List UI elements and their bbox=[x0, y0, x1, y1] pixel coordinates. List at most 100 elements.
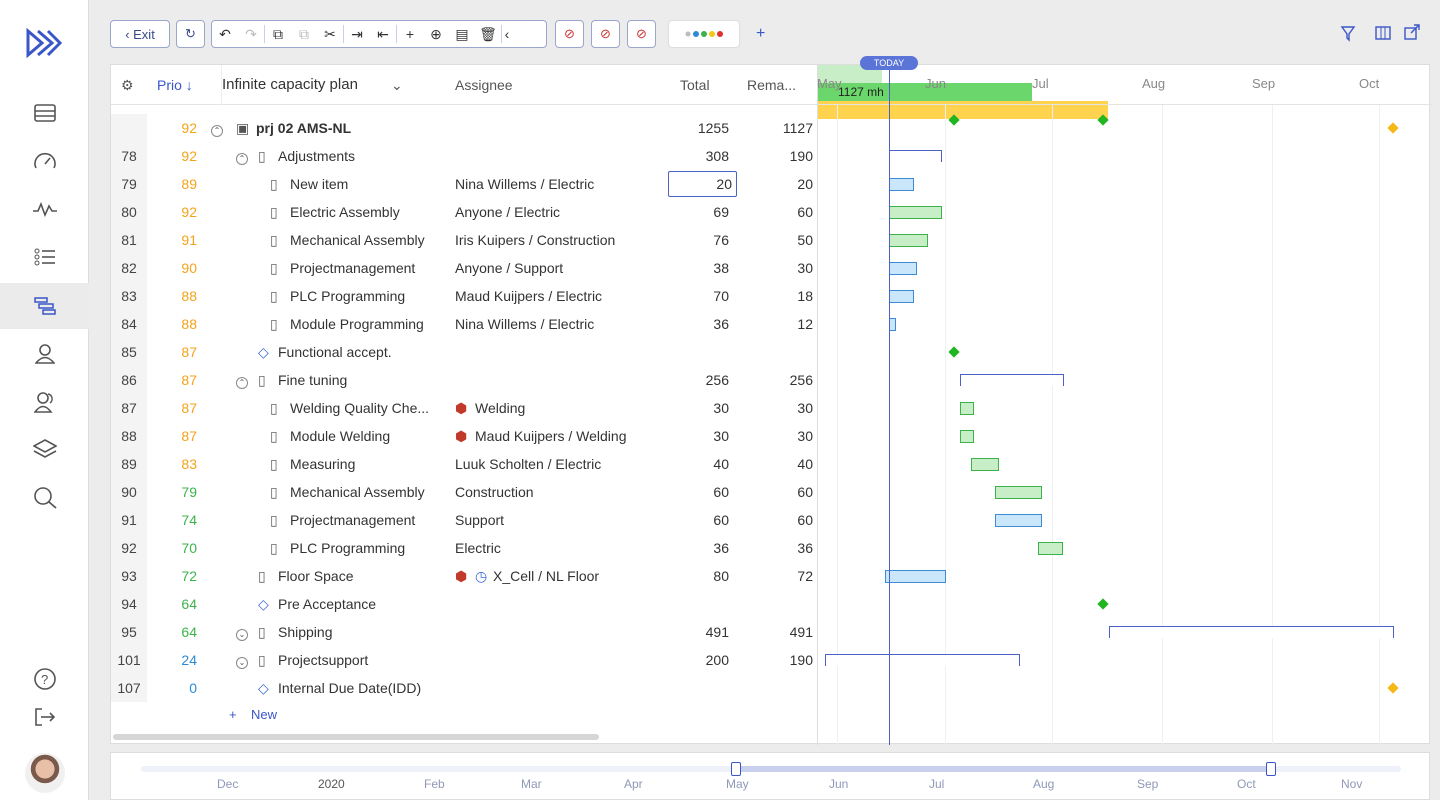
gantt-summary-bar[interactable] bbox=[889, 150, 942, 162]
gantt-due-date-diamond[interactable] bbox=[1387, 682, 1399, 694]
new-item-button[interactable]: + New bbox=[229, 707, 277, 722]
columns-icon[interactable] bbox=[1375, 25, 1391, 44]
row-name[interactable]: Functional accept. bbox=[278, 344, 392, 360]
plan-column-header[interactable]: Infinite capacity plan bbox=[221, 65, 358, 105]
table-row[interactable]: 80 92 ▯ Electric Assembly Anyone / Electric 6… bbox=[111, 198, 817, 226]
details-icon[interactable]: ▤ bbox=[455, 25, 469, 42]
row-assignee[interactable]: Construction bbox=[455, 484, 534, 500]
row-assignee[interactable]: Luuk Scholten / Electric bbox=[455, 456, 602, 472]
filter-icon[interactable] bbox=[1340, 24, 1356, 45]
row-name[interactable]: Internal Due Date(IDD) bbox=[278, 680, 422, 696]
table-row[interactable]: 79 89 ▯ New item Nina Willems / Electric 20 20 bbox=[111, 170, 817, 198]
add-filter-button[interactable]: + bbox=[756, 25, 766, 42]
row-name[interactable]: Projectmanagement bbox=[290, 260, 416, 276]
horizontal-scrollbar[interactable] bbox=[113, 734, 599, 740]
user-icon[interactable] bbox=[0, 331, 89, 377]
table-row[interactable]: 94 64 ◇ Pre Acceptance bbox=[111, 590, 817, 618]
paste-icon[interactable]: ⧉ bbox=[299, 25, 309, 42]
table-row[interactable]: 91 74 ▯ Projectmanagement Support 60 60 bbox=[111, 506, 817, 534]
outdent-icon[interactable]: ⇤ bbox=[377, 25, 389, 42]
add-icon[interactable]: + bbox=[405, 26, 415, 42]
color-filter-button[interactable] bbox=[668, 20, 740, 48]
toggle-critical-button[interactable]: ⊘ bbox=[627, 20, 656, 48]
gantt-task-bar[interactable] bbox=[889, 290, 914, 303]
row-name[interactable]: New item bbox=[290, 176, 349, 192]
row-name[interactable]: Projectmanagement bbox=[290, 512, 416, 528]
gantt-task-bar[interactable] bbox=[995, 514, 1042, 527]
row-assignee[interactable]: X_Cell / NL Floor bbox=[493, 568, 600, 584]
row-assignee[interactable]: Anyone / Support bbox=[455, 260, 564, 276]
gantt-summary-bar[interactable] bbox=[1109, 626, 1394, 638]
row-assignee[interactable]: Nina Willems / Electric bbox=[455, 316, 595, 332]
table-row[interactable]: 92 70 ▯ PLC Programming Electric 36 36 bbox=[111, 534, 817, 562]
total-input[interactable]: 20 bbox=[668, 171, 737, 197]
list-view-icon[interactable] bbox=[0, 90, 89, 136]
row-assignee[interactable]: Nina Willems / Electric bbox=[455, 176, 595, 192]
table-row[interactable]: 78 92 ⌃ ▯ Adjustments 308 190 bbox=[111, 142, 817, 170]
help-icon[interactable]: ? bbox=[0, 656, 89, 702]
task-list-icon[interactable] bbox=[0, 234, 89, 280]
delete-icon[interactable]: 🗑 bbox=[479, 25, 497, 42]
exit-button[interactable]: ‹ Exit bbox=[110, 20, 170, 48]
activity-icon[interactable] bbox=[0, 186, 89, 232]
gantt-planning-icon[interactable] bbox=[0, 283, 89, 329]
gantt-task-bar[interactable] bbox=[889, 318, 896, 331]
project-end-diamond[interactable] bbox=[1387, 122, 1399, 134]
project-remaining-bar[interactable] bbox=[818, 101, 1108, 119]
toggle-links-button[interactable]: ⊘ bbox=[591, 20, 620, 48]
logout-icon[interactable] bbox=[0, 694, 89, 740]
row-name[interactable]: Mechanical Assembly bbox=[290, 484, 425, 500]
row-name[interactable]: Welding Quality Che... bbox=[290, 400, 430, 416]
total-column-header[interactable]: Total bbox=[680, 77, 710, 93]
add-child-icon[interactable]: ⊕ bbox=[430, 25, 442, 42]
prio-column-header[interactable]: Prio ↓ bbox=[157, 77, 193, 93]
settings-gear-icon[interactable]: ⚙ bbox=[121, 77, 134, 93]
remaining-column-header[interactable]: Rema... bbox=[747, 77, 797, 93]
indent-icon[interactable]: ⇥ bbox=[351, 25, 363, 42]
expand-toggle-icon[interactable]: ⌄ bbox=[236, 646, 248, 674]
row-name[interactable]: Measuring bbox=[290, 456, 356, 472]
redo-icon[interactable]: ↷ bbox=[245, 25, 257, 42]
table-row[interactable]: 89 83 ▯ Measuring Luuk Scholten / Electric 40… bbox=[111, 450, 817, 478]
gantt-task-bar[interactable] bbox=[885, 570, 946, 583]
row-name[interactable]: PLC Programming bbox=[290, 540, 406, 556]
row-name[interactable]: Adjustments bbox=[278, 148, 356, 164]
row-name[interactable]: Mechanical Assembly bbox=[290, 232, 425, 248]
gantt-summary-bar[interactable] bbox=[825, 654, 1020, 666]
row-name[interactable]: prj 02 AMS-NL bbox=[256, 120, 352, 136]
table-row[interactable]: 95 64 ⌄ ▯ Shipping 491 491 bbox=[111, 618, 817, 646]
timeline-handle-end[interactable] bbox=[1266, 762, 1276, 776]
gantt-task-bar[interactable] bbox=[889, 234, 928, 247]
row-name[interactable]: Shipping bbox=[278, 624, 333, 640]
table-row[interactable]: 107 0 ◇ Internal Due Date(IDD) bbox=[111, 674, 817, 702]
row-name[interactable]: PLC Programming bbox=[290, 288, 406, 304]
expand-toggle-icon[interactable]: ⌃ bbox=[236, 366, 248, 394]
row-assignee[interactable]: Welding bbox=[475, 400, 526, 416]
table-row[interactable]: 82 90 ▯ Projectmanagement Anyone / Support 38… bbox=[111, 254, 817, 282]
row-name[interactable]: Module Programming bbox=[290, 316, 424, 332]
team-icon[interactable] bbox=[0, 379, 89, 425]
gantt-task-bar[interactable] bbox=[971, 458, 999, 471]
row-assignee[interactable]: Support bbox=[455, 512, 505, 528]
undo-icon[interactable]: ↶ bbox=[219, 25, 231, 42]
expand-toggle-icon[interactable]: ⌄ bbox=[236, 618, 248, 646]
table-row[interactable]: 87 87 ▯ Welding Quality Che... ⬢ Welding 30 30 bbox=[111, 394, 817, 422]
row-name[interactable]: Floor Space bbox=[278, 568, 354, 584]
expand-toggle-icon[interactable]: ⌃ bbox=[211, 114, 223, 142]
refresh-button[interactable]: ↻ bbox=[176, 20, 205, 48]
timeline-handle-start[interactable] bbox=[731, 762, 741, 776]
row-assignee[interactable]: Iris Kuipers / Construction bbox=[455, 232, 616, 248]
toggle-capacity-button[interactable]: ⊘ bbox=[555, 20, 584, 48]
gantt-task-bar[interactable] bbox=[995, 486, 1042, 499]
table-row[interactable]: 84 88 ▯ Module Programming Nina Willems / El… bbox=[111, 310, 817, 338]
row-assignee[interactable]: Maud Kuijpers / Welding bbox=[475, 428, 627, 444]
app-logo[interactable] bbox=[26, 28, 62, 58]
gantt-task-bar[interactable] bbox=[889, 262, 917, 275]
plan-dropdown-icon[interactable]: ⌄ bbox=[391, 77, 403, 93]
table-row[interactable]: 85 87 ◇ Functional accept. bbox=[111, 338, 817, 366]
row-assignee[interactable]: Electric bbox=[455, 540, 501, 556]
gantt-milestone-diamond[interactable] bbox=[948, 346, 960, 358]
timeline-range[interactable] bbox=[737, 766, 1271, 772]
gantt-summary-bar[interactable] bbox=[960, 374, 1064, 386]
collapse-toolbar-icon[interactable]: ‹ bbox=[504, 26, 510, 42]
